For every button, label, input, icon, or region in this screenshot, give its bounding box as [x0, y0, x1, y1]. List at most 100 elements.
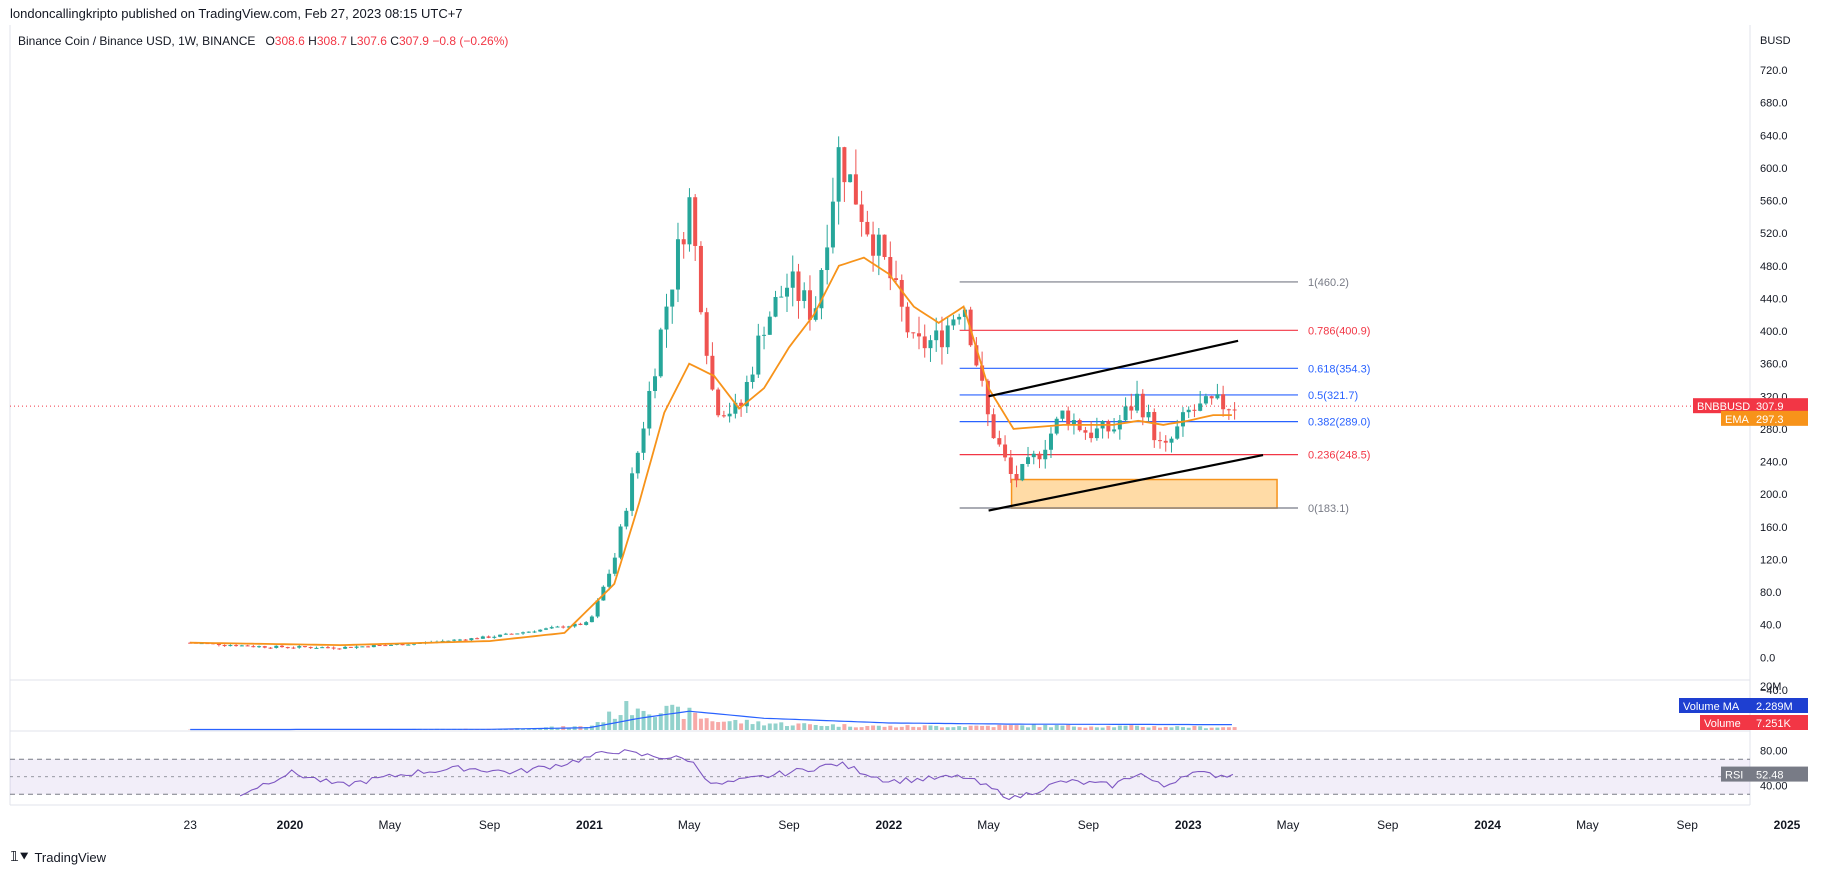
footer-brand[interactable]: 𝟙⯆ TradingView: [10, 849, 106, 865]
time-tick-label: 2023: [1175, 818, 1202, 832]
candle-body: [888, 257, 893, 279]
candle-body: [1169, 438, 1174, 443]
fib-level-label: 1(460.2): [1308, 277, 1349, 289]
volume-bar: [779, 722, 784, 730]
candle-body: [360, 646, 365, 648]
fibonacci-layer[interactable]: 1(460.2) 0.786(400.9) 0.618(354.3) 0.5(321.…: [959, 277, 1371, 515]
volume-bar: [1169, 727, 1174, 730]
volume-layer: [188, 701, 1237, 731]
rsi-tick-label: 80.00: [1760, 746, 1788, 758]
time-tick-label: Sep: [1377, 818, 1399, 832]
candle-body: [733, 402, 738, 414]
volume-bar: [1163, 726, 1168, 730]
symbol-title[interactable]: Binance Coin / Binance USD, 1W, BINANCE: [18, 34, 256, 48]
candle-body: [515, 633, 520, 635]
volume-bar: [1209, 727, 1214, 730]
volume-bar: [756, 721, 761, 730]
candle-body: [1192, 409, 1197, 411]
candle-body: [819, 270, 824, 309]
volume-bar: [1014, 725, 1019, 730]
low-label: L: [350, 34, 357, 48]
time-tick-label: May: [678, 818, 701, 832]
candle-body: [830, 201, 835, 248]
volume-bar: [1003, 725, 1008, 730]
volume-badge-value-bg: [1750, 715, 1808, 730]
rsi-line: [239, 749, 1234, 801]
volume-bar: [1152, 726, 1157, 730]
volume-bar: [825, 726, 830, 730]
close-value: 307.9: [398, 34, 429, 48]
candle-body: [612, 557, 617, 574]
axis-layer: BUSD 720.0 680.0 640.0 600.0 560.0 520.0 480.0 4…: [184, 35, 1801, 832]
rsi-badge-label-bg: [1721, 766, 1750, 782]
candle-body: [773, 296, 778, 317]
candle-body: [1071, 420, 1076, 425]
volume-bar: [1215, 727, 1220, 730]
volume-bar: [819, 725, 824, 730]
candle-body: [744, 381, 749, 407]
candle-body: [446, 640, 451, 642]
volume-bar: [916, 727, 921, 730]
candle-body: [790, 271, 795, 288]
time-tick-label: May: [1277, 818, 1300, 832]
candle-body: [475, 638, 480, 640]
volume-bar: [945, 727, 950, 730]
volume-bar: [658, 713, 663, 730]
volume-ma-badge-value: 2.289M: [1756, 701, 1793, 713]
volume-bar: [968, 725, 973, 730]
candle-body: [710, 355, 715, 390]
candle-body: [251, 646, 256, 648]
high-value: 308.7: [316, 34, 347, 48]
candle-body: [1123, 406, 1128, 421]
price-tick-label: 80.0: [1760, 587, 1781, 599]
volume-bar: [939, 727, 944, 730]
candle-body: [1060, 410, 1065, 419]
time-tick-label: Sep: [1078, 818, 1100, 832]
fib-level-label: 0.236(248.5): [1308, 450, 1370, 462]
volume-bar: [985, 725, 990, 730]
candle-body: [1048, 433, 1053, 450]
candle-body: [325, 647, 330, 649]
volume-bar: [647, 714, 652, 730]
channel-layer[interactable]: [988, 339, 1264, 512]
candle-body: [538, 629, 543, 632]
price-tick-label: 400.0: [1760, 326, 1788, 338]
candle-body: [595, 600, 600, 617]
volume-ma-badge-label-bg: [1679, 698, 1750, 713]
price-tick-label: 280.0: [1760, 424, 1788, 436]
price-tick-label: 520.0: [1760, 228, 1788, 240]
candle-body: [739, 402, 744, 407]
candle-body: [492, 636, 497, 638]
candle-body: [584, 622, 589, 625]
volume-bar: [911, 726, 916, 730]
candle-body: [922, 336, 927, 349]
volume-bar: [1226, 727, 1231, 730]
candle-body: [302, 646, 307, 648]
candle-body: [383, 645, 388, 647]
volume-bar: [790, 725, 795, 730]
volume-bar: [848, 726, 853, 730]
candle-body: [716, 389, 721, 416]
chart-frame: [9, 25, 1751, 806]
candle-body: [813, 308, 818, 320]
time-tick-label: May: [1576, 818, 1599, 832]
volume-bar: [1135, 725, 1140, 730]
channel-trendline: [988, 339, 1239, 398]
candle-body: [997, 438, 1002, 445]
volume-bar: [693, 712, 698, 730]
volume-bar: [744, 719, 749, 730]
channel-trendline: [988, 453, 1264, 512]
volume-badge-value: 7.251K: [1756, 718, 1792, 730]
candle-body: [1026, 457, 1031, 464]
candle-body: [457, 639, 462, 641]
candle-body: [1226, 409, 1231, 411]
volume-bar: [675, 706, 680, 730]
volume-bar: [899, 726, 904, 730]
candle-body: [532, 631, 537, 633]
rsi-badge-value-bg: [1750, 766, 1808, 782]
symbol-legend: Binance Coin / Binance USD, 1W, BINANCE …: [18, 34, 508, 48]
price-tick-label: 560.0: [1760, 196, 1788, 208]
volume-bar: [1158, 727, 1163, 730]
volume-bar: [526, 728, 531, 730]
